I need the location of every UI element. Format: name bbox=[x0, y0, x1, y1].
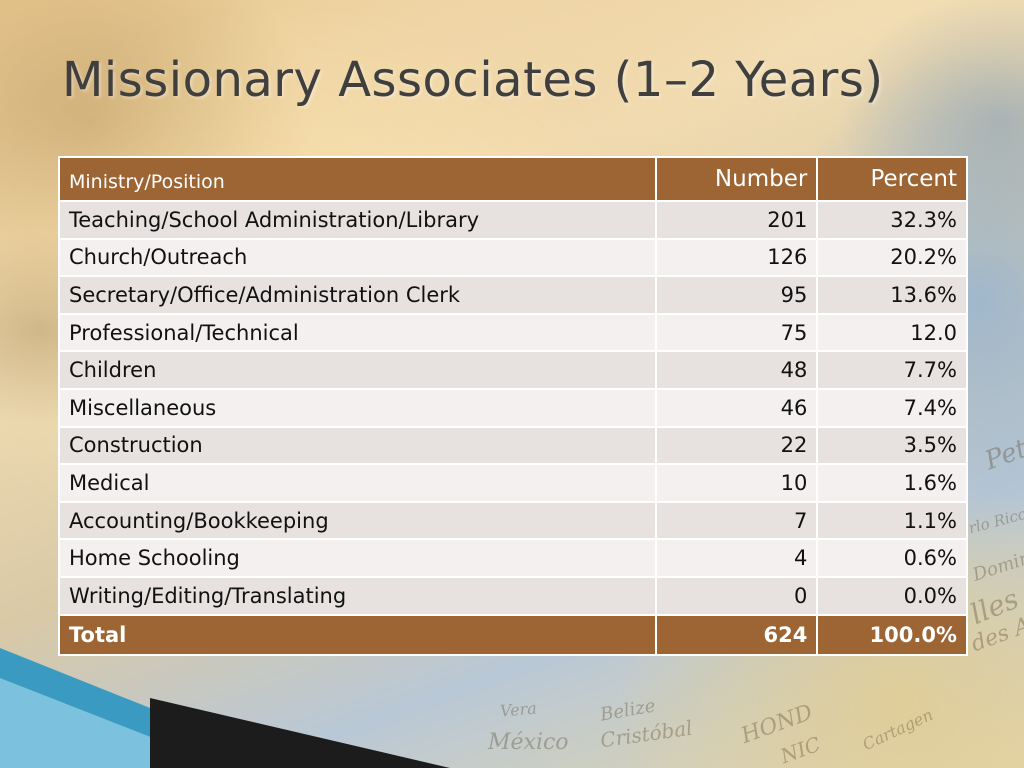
table-row: Church/Outreach 126 20.2% bbox=[58, 237, 968, 278]
cell-percent: 20.2% bbox=[816, 237, 968, 278]
cell-percent: 12.0 bbox=[816, 312, 968, 353]
slide-title: Missionary Associates (1–2 Years) bbox=[62, 52, 884, 108]
cell-ministry: Children bbox=[58, 350, 657, 390]
cell-ministry: Medical bbox=[58, 463, 657, 503]
header-percent: Percent bbox=[816, 156, 968, 202]
table-row: Secretary/Office/Administration Clerk 95… bbox=[58, 275, 968, 315]
total-label: Total bbox=[58, 613, 657, 656]
table-row: Accounting/Bookkeeping 7 1.1% bbox=[58, 500, 968, 541]
cell-percent: 3.5% bbox=[816, 425, 968, 466]
total-percent: 100.0% bbox=[816, 613, 968, 656]
table-row: Home Schooling 4 0.6% bbox=[58, 538, 968, 578]
cell-number: 22 bbox=[654, 425, 819, 466]
table-row: Miscellaneous 46 7.4% bbox=[58, 387, 968, 428]
cell-number: 95 bbox=[654, 275, 819, 315]
cell-number: 7 bbox=[654, 500, 819, 541]
cell-ministry: Writing/Editing/Translating bbox=[58, 575, 657, 616]
cell-number: 10 bbox=[654, 463, 819, 503]
cell-percent: 32.3% bbox=[816, 200, 968, 240]
cell-percent: 0.6% bbox=[816, 538, 968, 578]
cell-ministry: Accounting/Bookkeeping bbox=[58, 500, 657, 541]
cell-ministry: Church/Outreach bbox=[58, 237, 657, 278]
table-row: Professional/Technical 75 12.0 bbox=[58, 312, 968, 353]
cell-number: 201 bbox=[654, 200, 819, 240]
table-header-row: Ministry/Position Number Percent bbox=[58, 156, 968, 202]
table-row: Construction 22 3.5% bbox=[58, 425, 968, 466]
total-number: 624 bbox=[654, 613, 819, 656]
table-row: Children 48 7.7% bbox=[58, 350, 968, 390]
cell-ministry: Miscellaneous bbox=[58, 387, 657, 428]
map-label: México bbox=[488, 730, 569, 755]
header-number: Number bbox=[654, 156, 819, 202]
cell-number: 46 bbox=[654, 387, 819, 428]
header-ministry-position: Ministry/Position bbox=[58, 156, 657, 202]
map-label: Vera bbox=[499, 698, 538, 721]
cell-number: 126 bbox=[654, 237, 819, 278]
cell-percent: 1.6% bbox=[816, 463, 968, 503]
cell-percent: 13.6% bbox=[816, 275, 968, 315]
table-row: Medical 10 1.6% bbox=[58, 463, 968, 503]
cell-number: 48 bbox=[654, 350, 819, 390]
cell-percent: 7.4% bbox=[816, 387, 968, 428]
table-total-row: Total 624 100.0% bbox=[58, 613, 968, 656]
corner-decoration-dark bbox=[150, 698, 450, 768]
cell-percent: 7.7% bbox=[816, 350, 968, 390]
table-row: Writing/Editing/Translating 0 0.0% bbox=[58, 575, 968, 616]
cell-ministry: Construction bbox=[58, 425, 657, 466]
cell-percent: 1.1% bbox=[816, 500, 968, 541]
cell-ministry: Teaching/School Administration/Library bbox=[58, 200, 657, 240]
cell-percent: 0.0% bbox=[816, 575, 968, 616]
cell-ministry: Professional/Technical bbox=[58, 312, 657, 353]
ministry-table: Ministry/Position Number Percent Teachin… bbox=[58, 156, 968, 656]
cell-number: 75 bbox=[654, 312, 819, 353]
cell-ministry: Secretary/Office/Administration Clerk bbox=[58, 275, 657, 315]
cell-number: 0 bbox=[654, 575, 819, 616]
cell-number: 4 bbox=[654, 538, 819, 578]
cell-ministry: Home Schooling bbox=[58, 538, 657, 578]
table-row: Teaching/School Administration/Library 2… bbox=[58, 200, 968, 240]
